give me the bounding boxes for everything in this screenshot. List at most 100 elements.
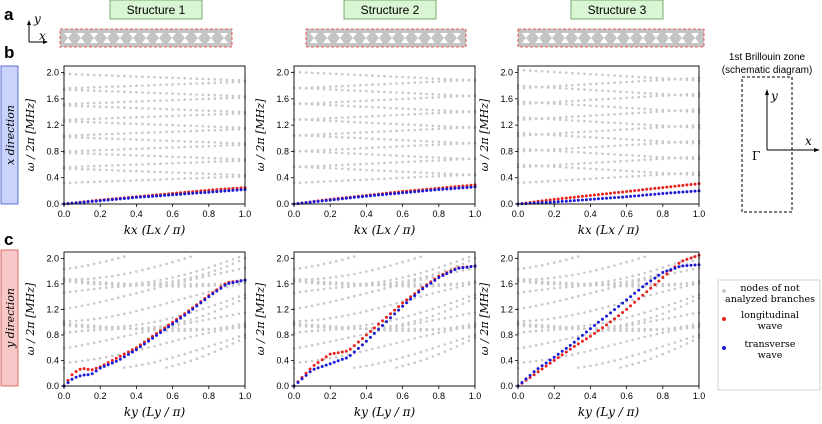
branch-node <box>649 320 652 323</box>
branch-node <box>207 144 211 148</box>
branch-node <box>395 113 398 117</box>
branch-node <box>528 281 532 284</box>
branch-node <box>467 339 471 342</box>
data-point <box>106 198 110 202</box>
branch-node <box>601 267 604 270</box>
branch-node <box>661 92 665 96</box>
branch-node <box>371 290 374 293</box>
panel-label-c: c <box>4 230 13 249</box>
branch-node <box>522 69 526 72</box>
branch-node <box>316 164 320 168</box>
data-point <box>296 381 300 384</box>
branch-node <box>153 146 156 150</box>
branch-node <box>534 325 538 329</box>
branch-node <box>583 146 586 149</box>
branch-node <box>334 116 338 120</box>
branch-node <box>667 140 671 144</box>
branch-node <box>177 108 180 111</box>
branch-node <box>589 332 592 335</box>
transverse-series <box>62 278 247 388</box>
branch-node <box>534 133 538 136</box>
branch-node <box>328 287 332 290</box>
branch-node <box>147 115 150 119</box>
branch-node <box>347 256 350 260</box>
branch-node <box>455 94 459 97</box>
branch-node <box>583 135 586 139</box>
branch-node <box>159 327 162 330</box>
branch-node <box>141 170 144 173</box>
branch-node <box>613 329 616 332</box>
branch-node <box>74 330 78 333</box>
legend-nodes-line2: analyzed branches <box>725 294 815 305</box>
branch-node <box>558 116 562 119</box>
data-point <box>187 310 191 314</box>
data-point <box>78 374 82 378</box>
branch-node <box>637 154 640 158</box>
branch-node <box>159 146 162 150</box>
branch-node <box>80 73 84 76</box>
branch-node <box>546 287 550 291</box>
branch-node <box>546 116 550 120</box>
branch-node <box>546 85 550 88</box>
branch-node <box>225 125 229 129</box>
data-point <box>596 320 600 324</box>
data-point <box>340 357 344 361</box>
branch-node <box>613 128 616 132</box>
data-point <box>633 291 637 295</box>
data-point <box>572 199 576 203</box>
branch-node <box>183 320 186 323</box>
branch-node <box>183 297 186 300</box>
branch-node <box>395 366 398 369</box>
branch-node <box>607 265 610 269</box>
branch-node <box>625 340 628 343</box>
branch-node <box>389 114 392 117</box>
branch-node <box>371 153 374 156</box>
branch-node <box>68 324 72 328</box>
data-point <box>601 317 604 321</box>
branch-node <box>395 357 398 361</box>
branch-node <box>583 99 586 102</box>
branch-node <box>443 289 447 292</box>
branch-node <box>98 276 102 280</box>
branch-node <box>98 168 102 172</box>
data-point <box>82 200 86 204</box>
branch-node <box>153 178 156 181</box>
branch-node <box>74 120 78 123</box>
branch-node <box>625 106 628 110</box>
branch-node <box>383 305 386 308</box>
branch-node <box>207 81 211 85</box>
branch-node <box>213 284 217 287</box>
y-tick-label: 2.0 <box>276 253 289 263</box>
branch-node <box>437 143 441 146</box>
branch-node <box>68 319 72 323</box>
branch-node <box>177 285 180 288</box>
branch-node <box>225 260 229 263</box>
branch-node <box>552 287 556 290</box>
branch-node <box>413 144 417 147</box>
x-tick-label: 1.0 <box>239 209 252 219</box>
branch-node <box>195 316 198 320</box>
branch-node <box>383 122 386 125</box>
branch-node <box>577 166 580 170</box>
axes-icon: y x <box>27 12 48 44</box>
branch-node <box>467 78 471 82</box>
y-tick-label: 0.8 <box>276 146 289 156</box>
branch-node <box>649 79 652 82</box>
branch-node <box>613 105 616 109</box>
branch-node <box>691 124 695 127</box>
branch-node <box>80 181 84 184</box>
branch-node <box>437 318 441 321</box>
branch-node <box>431 284 435 288</box>
branch-node <box>171 316 174 320</box>
data-point <box>126 350 130 354</box>
branch-node <box>407 97 410 100</box>
branch-node <box>461 326 465 330</box>
branch-node <box>123 366 126 370</box>
branch-node <box>201 307 205 311</box>
branch-node <box>546 341 550 345</box>
branch-node <box>685 326 689 330</box>
branch-node <box>407 176 410 179</box>
branch-node <box>328 326 332 329</box>
branch-node <box>153 123 156 126</box>
branch-node <box>437 159 441 162</box>
